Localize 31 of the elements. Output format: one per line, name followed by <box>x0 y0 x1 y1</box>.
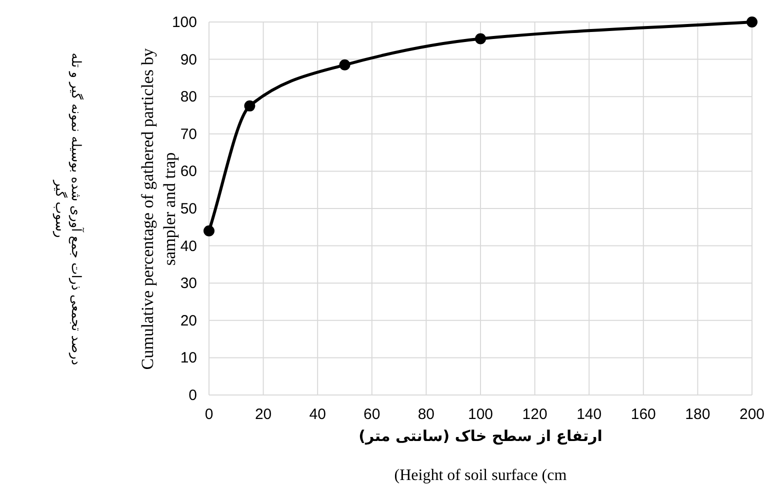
x-tick-label: 160 <box>630 406 656 423</box>
y-tick-label: 100 <box>172 14 197 31</box>
y-tick-label: 80 <box>180 88 197 106</box>
x-tick-label: 40 <box>309 406 326 423</box>
text: (Height of soil surface (cm <box>394 467 567 484</box>
point <box>244 100 256 112</box>
x-tick-label: 100 <box>468 406 494 423</box>
y-tick-label: 50 <box>180 200 197 218</box>
y-tick-label: 30 <box>180 275 197 292</box>
y-tick-label: 20 <box>180 312 197 330</box>
x-tick-label: 80 <box>418 406 435 423</box>
text: درصد تجمعی ذرات جمع آوری شده بوسیله نمونه گیر و تله رسوب گیر <box>52 52 83 365</box>
y-tick-label: 0 <box>188 387 197 404</box>
x-tick-label: 140 <box>576 406 602 423</box>
y-tick-label: 90 <box>180 51 197 68</box>
y-tick-label: 10 <box>180 350 197 367</box>
point <box>475 33 486 44</box>
text: Cumulative percentage of gathered particles by sampler and trap <box>138 48 180 370</box>
x-tick-label: 120 <box>522 406 548 423</box>
text: ارتفاع از سطح خاک (سانتی متر) <box>358 427 602 445</box>
x-tick-label: 60 <box>364 406 380 423</box>
x-tick-label: 0 <box>204 406 214 423</box>
point <box>339 59 350 70</box>
point <box>746 16 758 28</box>
point <box>204 225 214 236</box>
y-tick-label: 70 <box>180 126 197 143</box>
y-tick-label: 40 <box>180 238 197 255</box>
x-tick-label: 20 <box>254 406 272 423</box>
x-tick-label: 180 <box>685 406 710 423</box>
y-tick-label: 60 <box>180 163 197 180</box>
x-tick-label: 200 <box>739 406 765 423</box>
